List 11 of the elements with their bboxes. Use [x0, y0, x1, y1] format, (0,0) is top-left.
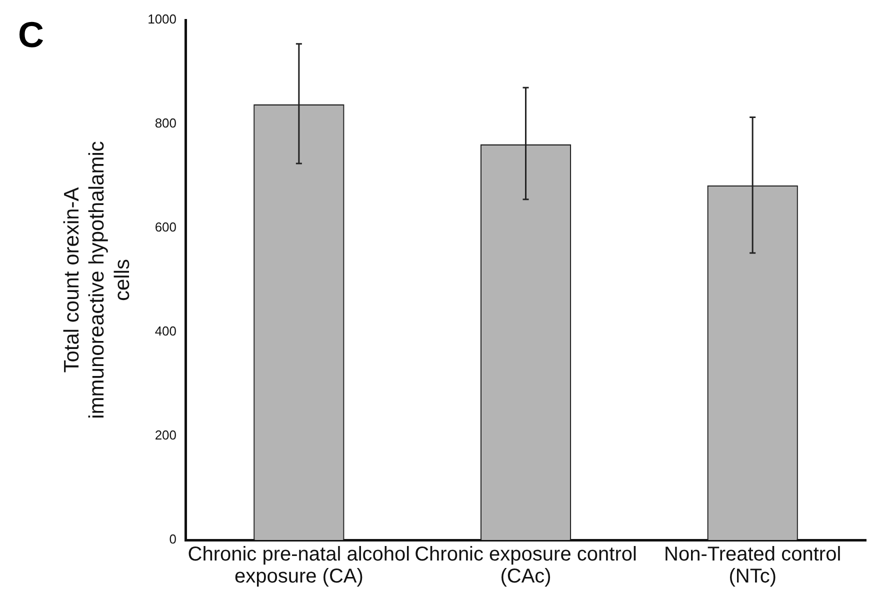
y-tick-label: 200 — [154, 428, 177, 443]
y-tick-label: 400 — [154, 324, 177, 339]
y-axis-title: Total count orexin-A immunoreactive hypothalamic cells — [60, 141, 134, 419]
y-tick-label: 600 — [154, 220, 177, 235]
x-tick-label: Chronic exposure control (CAc) — [414, 544, 637, 588]
y-tick-label: 1000 — [148, 12, 177, 27]
chart-title: C — [18, 14, 44, 56]
x-tick-label: Chronic pre-natal alcohol exposure (CA) — [188, 544, 410, 588]
y-tick-label: 0 — [169, 532, 177, 547]
x-tick-label: Non-Treated control (NTc) — [664, 544, 842, 588]
y-tick-label: 800 — [154, 116, 177, 131]
